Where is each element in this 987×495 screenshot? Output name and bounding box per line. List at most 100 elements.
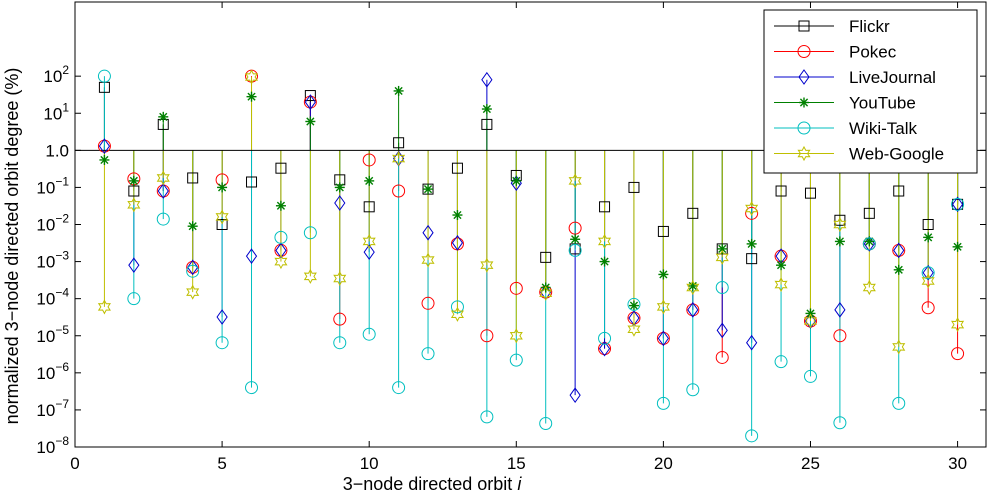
point-youtube-13 xyxy=(452,210,463,221)
point-livejournal-28 xyxy=(893,242,905,259)
point-livejournal-21 xyxy=(687,301,699,318)
point-livejournal-4 xyxy=(187,259,199,276)
point-wiki-talk-14 xyxy=(480,410,494,424)
point-livejournal-29 xyxy=(922,264,934,281)
point-wiki-talk-7 xyxy=(274,230,288,244)
point-pokec-26 xyxy=(833,329,847,343)
point-web-google-27 xyxy=(862,279,876,296)
point-web-google-18 xyxy=(597,233,612,249)
point-livejournal-7 xyxy=(275,242,287,259)
legend-label-flickr: Flickr xyxy=(849,17,890,36)
point-wiki-talk-13 xyxy=(450,300,464,314)
point-livejournal-30 xyxy=(951,196,964,213)
legend-marker-web-google xyxy=(797,145,811,162)
point-youtube-7 xyxy=(275,200,286,211)
point-livejournal-14 xyxy=(481,71,493,88)
point-flickr-16 xyxy=(540,251,552,263)
point-youtube-20 xyxy=(658,269,669,280)
point-web-google-29 xyxy=(921,273,935,289)
point-livejournal-22 xyxy=(716,322,728,339)
x-tick-label-5: 5 xyxy=(217,454,226,473)
point-flickr-25 xyxy=(804,187,816,199)
point-flickr-14 xyxy=(481,118,493,130)
point-web-google-13 xyxy=(450,306,465,322)
point-web-google-28 xyxy=(892,339,906,355)
point-wiki-talk-9 xyxy=(333,336,347,350)
x-tick-label-20: 20 xyxy=(654,454,673,473)
point-pokec-22 xyxy=(715,350,729,364)
point-web-google-20 xyxy=(656,299,670,315)
point-web-google-5 xyxy=(215,209,229,225)
legend-marker-youtube xyxy=(799,97,809,108)
point-wiki-talk-2 xyxy=(127,292,141,306)
point-pokec-28 xyxy=(892,243,906,257)
point-youtube-17 xyxy=(570,234,581,245)
y-tick-label--8: 10−8 xyxy=(36,434,69,457)
legend-label-wiki-talk: Wiki-Talk xyxy=(849,119,917,138)
point-flickr-21 xyxy=(687,207,699,219)
point-web-google-2 xyxy=(127,197,141,213)
point-wiki-talk-19 xyxy=(627,297,641,311)
point-wiki-talk-4 xyxy=(186,264,200,278)
point-web-google-7 xyxy=(274,254,288,270)
point-youtube-18 xyxy=(599,256,610,267)
point-youtube-21 xyxy=(687,280,698,291)
point-youtube-29 xyxy=(923,232,934,243)
point-pokec-11 xyxy=(392,184,406,198)
legend-marker-pokec xyxy=(797,45,811,58)
legend-box xyxy=(763,9,978,174)
point-wiki-talk-20 xyxy=(656,396,670,410)
point-flickr-10 xyxy=(363,201,375,213)
point-pokec-7 xyxy=(274,243,288,257)
point-wiki-talk-15 xyxy=(509,353,523,367)
point-flickr-27 xyxy=(863,207,875,219)
x-tick-label-25: 25 xyxy=(801,454,820,473)
point-youtube-24 xyxy=(776,260,787,271)
point-wiki-talk-25 xyxy=(803,369,817,383)
point-web-google-22 xyxy=(715,249,729,265)
point-livejournal-17 xyxy=(569,387,581,404)
point-wiki-talk-29 xyxy=(921,266,935,280)
y-axis-title: normalized 3−node directed orbit degree … xyxy=(2,68,22,425)
point-youtube-15 xyxy=(511,175,522,186)
point-youtube-12 xyxy=(423,184,434,195)
point-wiki-talk-27 xyxy=(862,237,876,251)
point-pokec-4 xyxy=(186,260,200,274)
legend-entry-youtube: YouTube xyxy=(774,94,916,113)
point-pokec-18 xyxy=(598,342,612,356)
point-web-google-19 xyxy=(627,321,641,337)
point-pokec-1 xyxy=(97,139,111,153)
point-pokec-23 xyxy=(745,206,759,220)
x-axis-title-italic: i xyxy=(517,474,522,494)
point-wiki-talk-30 xyxy=(951,197,965,211)
legend-label-web-google: Web-Google xyxy=(849,145,944,164)
point-youtube-22 xyxy=(717,243,728,254)
point-wiki-talk-26 xyxy=(833,416,847,430)
point-youtube-14 xyxy=(481,104,492,115)
x-tick-label-15: 15 xyxy=(507,454,526,473)
y-tick-label-1: 101 xyxy=(43,100,69,123)
x-axis-title-text: 3−node directed orbit xyxy=(343,474,518,494)
point-youtube-8 xyxy=(305,116,316,127)
point-web-google-21 xyxy=(686,279,700,296)
point-pokec-8 xyxy=(303,95,317,109)
point-flickr-8 xyxy=(304,90,316,102)
point-wiki-talk-6 xyxy=(245,381,259,395)
point-wiki-talk-16 xyxy=(539,417,553,431)
point-livejournal-8 xyxy=(304,94,316,110)
x-axis-ticks: 0 5 10 15 20 25 30 xyxy=(70,2,967,473)
legend-label-livejournal: LiveJournal xyxy=(849,68,936,87)
point-web-google-25 xyxy=(803,313,818,329)
point-youtube-9 xyxy=(334,182,345,193)
point-pokec-14 xyxy=(480,329,494,343)
point-flickr-13 xyxy=(451,162,463,174)
point-youtube-2 xyxy=(128,175,139,186)
point-web-google-23 xyxy=(745,200,759,217)
point-wiki-talk-5 xyxy=(215,336,229,350)
point-livejournal-3 xyxy=(157,183,169,199)
point-web-google-9 xyxy=(333,270,347,287)
legend-entry-flickr: Flickr xyxy=(774,17,890,36)
point-flickr-6 xyxy=(246,176,258,188)
point-flickr-24 xyxy=(775,185,787,197)
point-web-google-1 xyxy=(97,299,111,315)
